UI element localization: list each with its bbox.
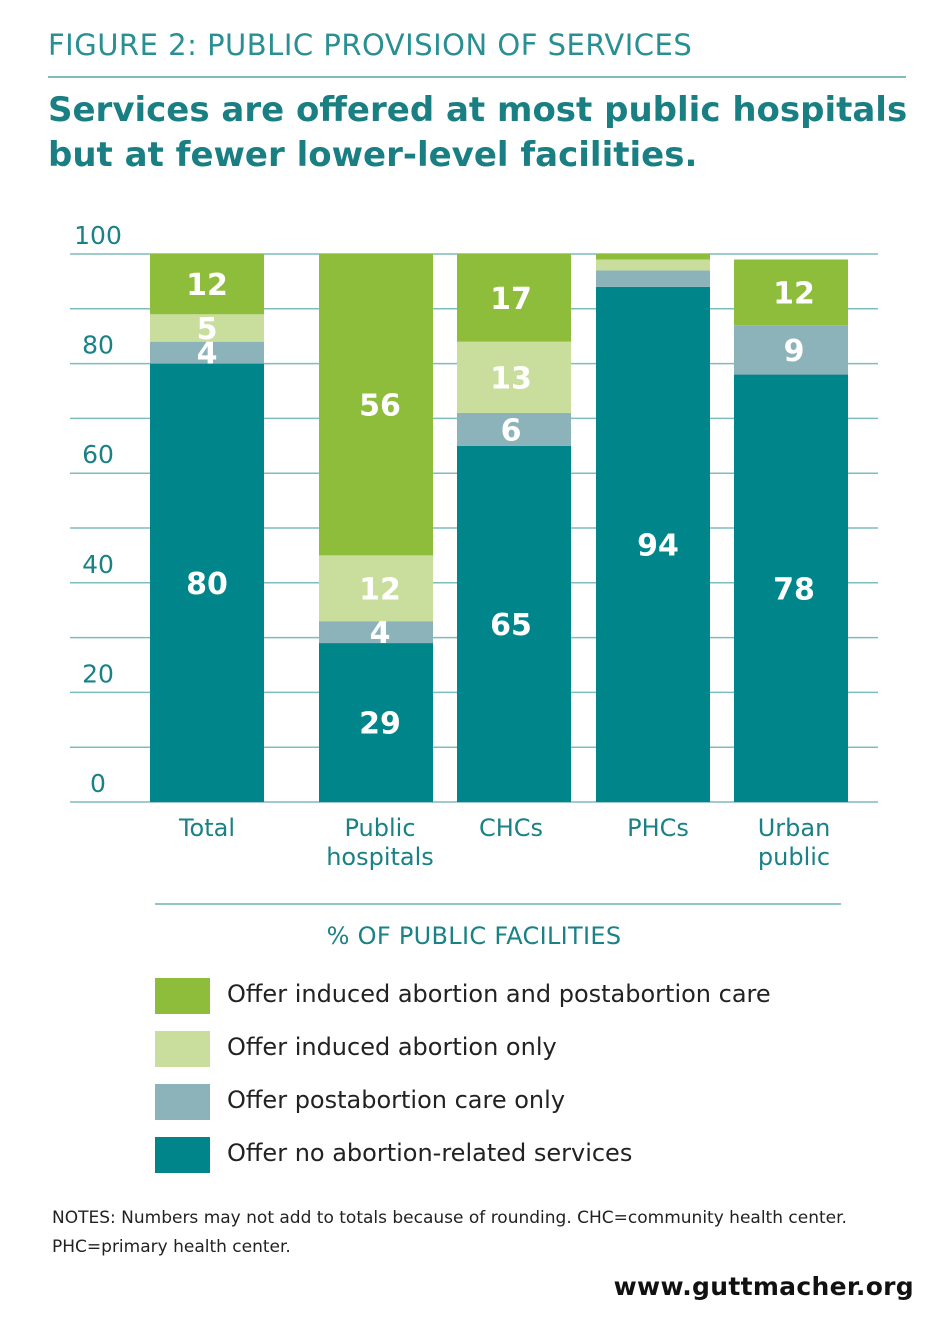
source-url: www.guttmacher.org — [613, 1272, 914, 1301]
legend-swatch — [155, 978, 210, 1014]
data-label: 4 — [197, 337, 218, 372]
bar-segment — [596, 254, 710, 260]
data-label: 29 — [359, 707, 401, 742]
bar-segment — [319, 621, 433, 644]
x-tick-label: Total — [178, 814, 235, 842]
data-label: 12 — [773, 276, 815, 311]
bar-segment — [457, 412, 571, 446]
legend-divider — [155, 903, 841, 905]
x-tick-label: hospitals — [326, 843, 434, 871]
x-tick-label: PHCs — [627, 814, 689, 842]
bar-segment — [596, 259, 710, 271]
data-label: 13 — [490, 361, 532, 396]
stacked-bar-chart: 020406080100804512Total2941256Publichosp… — [70, 221, 878, 871]
data-label: 12 — [359, 572, 401, 607]
bar-segment — [734, 374, 848, 802]
y-tick-label: 0 — [90, 769, 106, 798]
data-label: 5 — [197, 312, 218, 347]
legend-label: Offer postabortion care only — [227, 1086, 566, 1114]
figure-label: FIGURE 2: PUBLIC PROVISION OF SERVICES — [48, 28, 693, 62]
bar-segment — [150, 341, 264, 364]
bar-segment — [319, 643, 433, 802]
bar-segment — [150, 363, 264, 802]
bar-segment — [457, 341, 571, 413]
data-label: 4 — [370, 616, 391, 651]
headline: Services are offered at most public hosp… — [48, 90, 908, 175]
data-label: 65 — [490, 608, 532, 643]
bar-segment — [734, 259, 848, 326]
data-label: 17 — [490, 282, 532, 317]
y-tick-label: 60 — [82, 440, 114, 469]
bar-segment — [319, 254, 433, 556]
y-tick-label: 40 — [82, 550, 114, 579]
bar-segment — [150, 254, 264, 315]
data-label: 78 — [773, 572, 815, 607]
bar-segment — [457, 254, 571, 342]
data-label: 9 — [784, 334, 805, 369]
legend-swatch — [155, 1031, 210, 1067]
bar-segment — [457, 445, 571, 802]
bar-segment — [596, 286, 710, 802]
x-tick-label: Public — [344, 814, 415, 842]
legend-label: Offer induced abortion only — [227, 1033, 557, 1061]
top-divider — [48, 76, 906, 78]
data-label: 6 — [501, 413, 522, 448]
legend-title: % OF PUBLIC FACILITIES — [326, 922, 622, 950]
legend-swatch — [155, 1137, 210, 1173]
bar-segment — [150, 314, 264, 342]
notes: NOTES: Numbers may not add to totals bec… — [52, 1208, 847, 1257]
bar-segment — [319, 555, 433, 622]
data-label: 94 — [637, 528, 679, 563]
y-tick-label: 80 — [82, 331, 114, 360]
bar-segment — [596, 270, 710, 287]
x-tick-label: public — [758, 843, 830, 871]
legend-label: Offer induced abortion and postabortion … — [227, 980, 771, 1008]
y-tick-label: 100 — [74, 221, 122, 250]
data-label: 80 — [186, 567, 228, 602]
legend-label: Offer no abortion-related services — [227, 1139, 633, 1167]
bar-segment — [734, 325, 848, 375]
y-tick-label: 20 — [82, 659, 114, 688]
legend-swatch — [155, 1084, 210, 1120]
x-tick-label: CHCs — [479, 814, 543, 842]
x-tick-label: Urban — [758, 814, 831, 842]
data-label: 56 — [359, 389, 401, 424]
data-label: 12 — [186, 268, 228, 303]
